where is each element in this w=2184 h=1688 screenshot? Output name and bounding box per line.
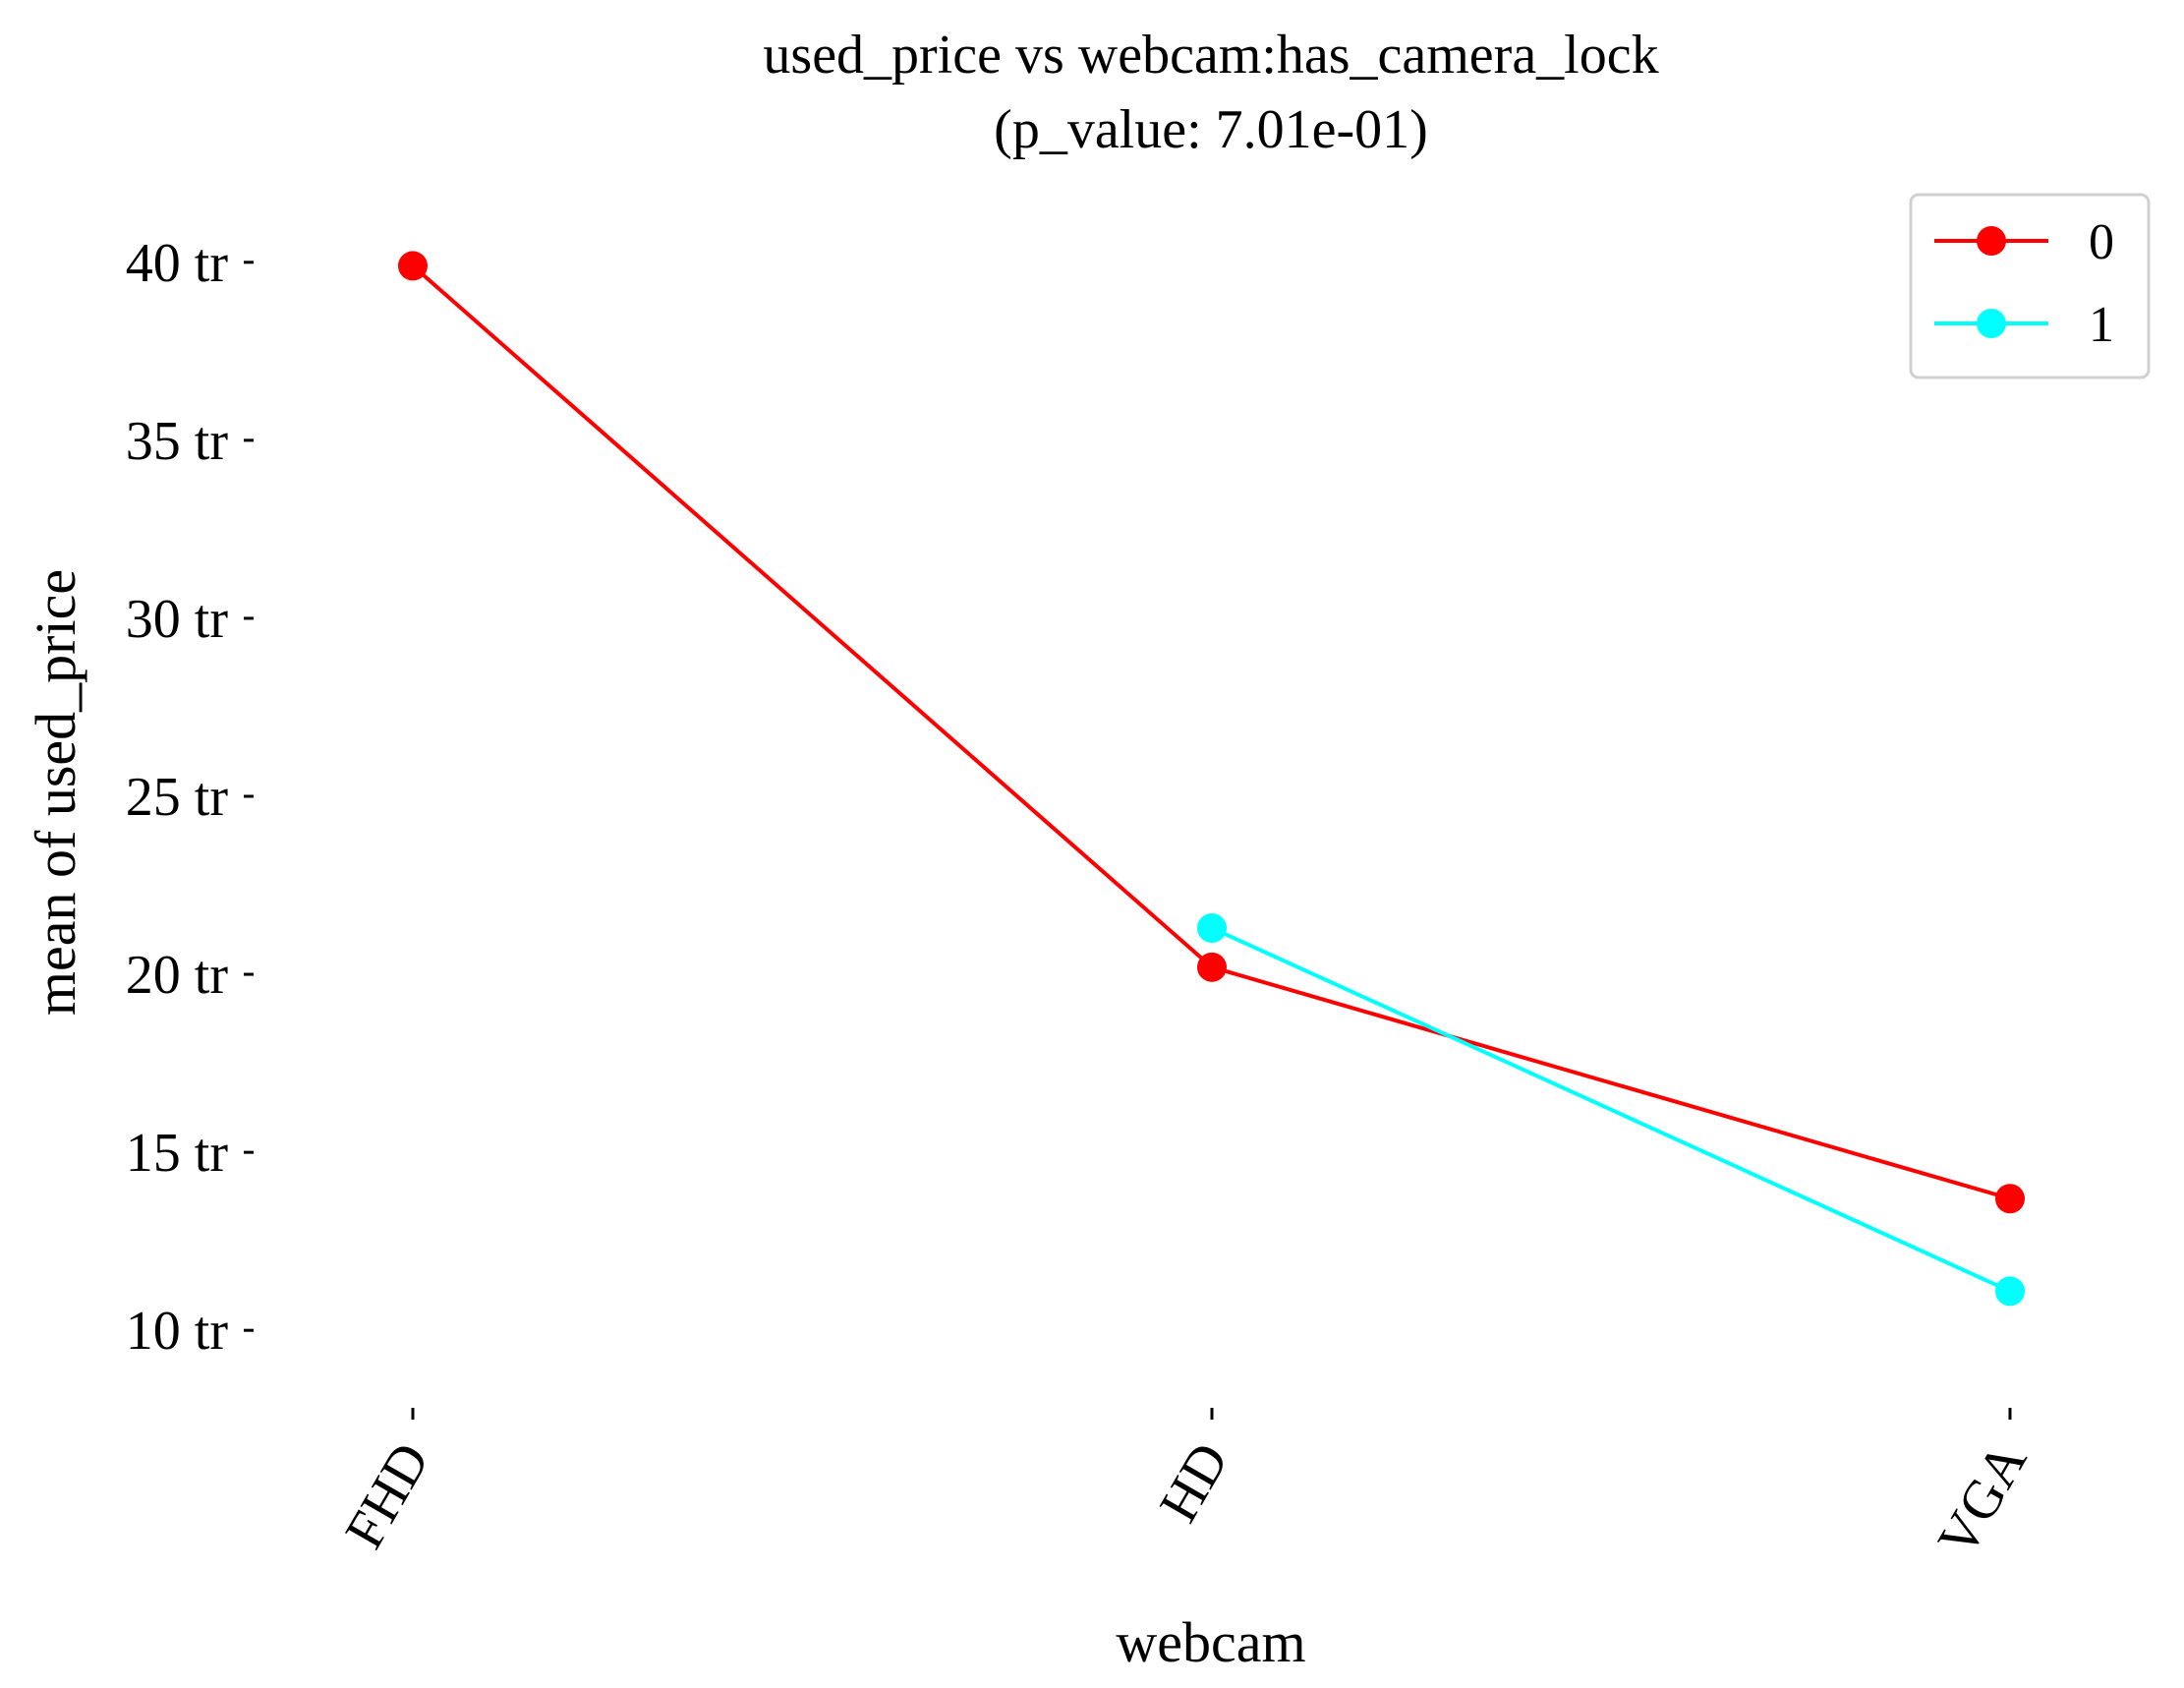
legend-label-1: 1 [2089, 297, 2114, 353]
legend-marker-1 [1977, 309, 2006, 338]
y-tick-label: 25 tr [126, 767, 229, 828]
series-0-point-fhd [398, 251, 428, 281]
series-0-point-hd [1197, 952, 1227, 982]
y-tick-label: 15 tr [126, 1123, 229, 1184]
legend: 01 [1909, 193, 2151, 379]
y-tick-label: 30 tr [126, 589, 229, 650]
y-axis-label: mean of used_price [24, 569, 87, 1016]
series-0-point-vga [1995, 1184, 2025, 1214]
y-tick-label: 20 tr [126, 945, 229, 1006]
y-axis: 10 tr 15 tr 20 tr 25 tr 30 tr 35 tr 40 tr [126, 233, 254, 1362]
series-layer [398, 251, 2025, 1307]
chart-title: used_price vs webcam:has_camera_lock [763, 25, 1658, 86]
legend-marker-0 [1977, 226, 2006, 256]
series-1-point-hd [1197, 912, 1227, 943]
series-1-point-vga [1995, 1276, 2025, 1307]
series-1-line [1211, 926, 2011, 1294]
x-axis-label: webcam [1116, 1610, 1305, 1674]
legend-label-0: 0 [2089, 214, 2114, 270]
y-tick-label: 40 tr [126, 233, 229, 294]
y-tick-label: 35 tr [126, 411, 229, 472]
chart-subtitle: (p_value: 7.01e-01) [994, 99, 1428, 160]
y-tick-label: 10 tr [126, 1301, 229, 1362]
